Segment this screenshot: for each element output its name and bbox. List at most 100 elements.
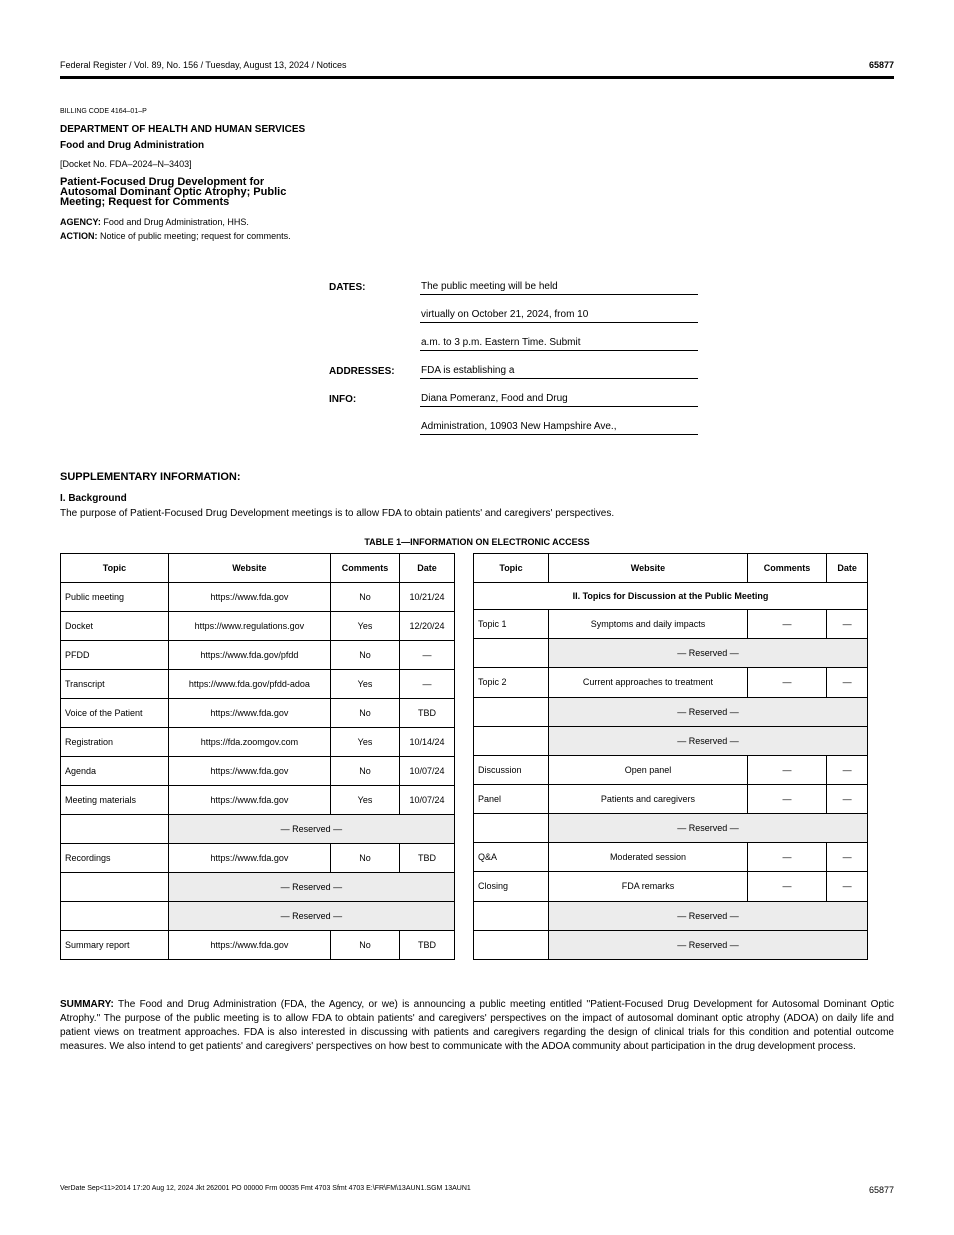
cell [474,930,549,959]
cell: Agenda [61,757,169,786]
col-header: Comments [747,554,826,583]
cell: — [747,872,826,901]
cell: No [330,641,399,670]
two-tables: TopicWebsiteCommentsDate Public meetingh… [60,553,894,960]
cell [61,873,169,902]
cell: https://www.fda.gov [168,931,330,960]
cell: https://www.fda.gov [168,583,330,612]
line-label [328,407,420,435]
cell: — [747,755,826,784]
cell: No [330,844,399,873]
line-value: FDA is establishing a [420,351,698,379]
cell: — [747,610,826,639]
action-label: ACTION: [60,231,98,241]
cell: Registration [61,728,169,757]
cell: Q&A [474,843,549,872]
identification-label [60,267,310,435]
shaded-cell: — Reserved — [549,930,868,959]
summary-label: SUMMARY: [60,999,114,1010]
cell [474,814,549,843]
cell: Open panel [549,755,748,784]
suppinfo-title: SUPPLEMENTARY INFORMATION: [60,471,240,483]
cell [474,697,549,726]
line-label: INFO: [328,379,420,407]
cell: Yes [330,670,399,699]
supplementary-information: SUPPLEMENTARY INFORMATION: I. Background… [60,471,894,547]
suppinfo-text: The purpose of Patient-Focused Drug Deve… [60,508,894,519]
col-header: Date [400,554,455,583]
cell: No [330,931,399,960]
cell: Patients and caregivers [549,784,748,813]
cell: TBD [400,931,455,960]
footer-left: VerDate Sep<11>2014 17:20 Aug 12, 2024 J… [60,1185,471,1195]
cell: Moderated session [549,843,748,872]
cell: Panel [474,784,549,813]
cell [61,815,169,844]
cell: Voice of the Patient [61,699,169,728]
cell: 10/07/24 [400,757,455,786]
table-right: TopicWebsiteCommentsDate II. Topics for … [473,553,868,960]
cell: Current approaches to treatment [549,668,748,697]
cell: https://www.regulations.gov [168,612,330,641]
shaded-cell: — Reserved — [168,873,454,902]
line-value: a.m. to 3 p.m. Eastern Time. Submit [420,323,698,351]
cell: https://www.fda.gov/pfdd [168,641,330,670]
summary: SUMMARY: The Food and Drug Administratio… [60,998,894,1054]
line-value: The public meeting will be held [420,267,698,295]
summary-text: The Food and Drug Administration (FDA, t… [60,999,894,1052]
cell: https://www.fda.gov [168,786,330,815]
cell: TBD [400,844,455,873]
shaded-cell: — Reserved — [549,697,868,726]
cell: 10/14/24 [400,728,455,757]
dept: DEPARTMENT OF HEALTH AND HUMAN SERVICES [60,125,894,135]
col-header: Date [827,554,868,583]
cell: Symptoms and daily impacts [549,610,748,639]
cell: Yes [330,786,399,815]
running-header-page: 65877 [869,60,894,70]
col-header: Comments [330,554,399,583]
cell: No [330,583,399,612]
docket: [Docket No. FDA–2024–N–3403] [60,159,894,169]
table-left: TopicWebsiteCommentsDate Public meetingh… [60,553,455,960]
line-value: virtually on October 21, 2024, from 10 [420,295,698,323]
cell: 12/20/24 [400,612,455,641]
cell: — [400,670,455,699]
cell: Closing [474,872,549,901]
agency-label: AGENCY: [60,217,101,227]
cell: Topic 1 [474,610,549,639]
cell: Discussion [474,755,549,784]
cell: Topic 2 [474,668,549,697]
cell [474,639,549,668]
cell: — [827,784,868,813]
shaded-cell: — Reserved — [168,815,454,844]
cell: FDA remarks [549,872,748,901]
table-subtitle: II. Topics for Discussion at the Public … [474,583,868,610]
cell: Public meeting [61,583,169,612]
cell: https://www.fda.gov/pfdd-adoa [168,670,330,699]
cell: Yes [330,728,399,757]
billing-code: BILLING CODE 4164–01–P DEPARTMENT OF HEA… [60,107,894,241]
col-header: Website [168,554,330,583]
cell: — [747,843,826,872]
notice-title: Patient-Focused Drug Development for Aut… [60,177,320,207]
action-line: ACTION: Notice of public meeting; reques… [60,231,894,241]
cell [474,726,549,755]
line-label: ADDRESSES: [328,351,420,379]
shaded-cell: — Reserved — [549,639,868,668]
blank-lines-table: DATES:The public meeting will be heldvir… [328,267,698,435]
cell: — [827,872,868,901]
cell: Recordings [61,844,169,873]
cell: 10/07/24 [400,786,455,815]
col-header: Topic [61,554,169,583]
suppinfo-subtitle: I. Background [60,493,894,504]
page: Federal Register / Vol. 89, No. 156 / Tu… [0,0,954,1235]
cell: Yes [330,612,399,641]
cell: https://fda.zoomgov.com [168,728,330,757]
cell: TBD [400,699,455,728]
cell: — [827,755,868,784]
agency-value: Food and Drug Administration, HHS. [103,217,249,227]
cell: — [747,784,826,813]
line-label [328,323,420,351]
identification-block: DATES:The public meeting will be heldvir… [60,267,894,435]
cell: — [747,668,826,697]
